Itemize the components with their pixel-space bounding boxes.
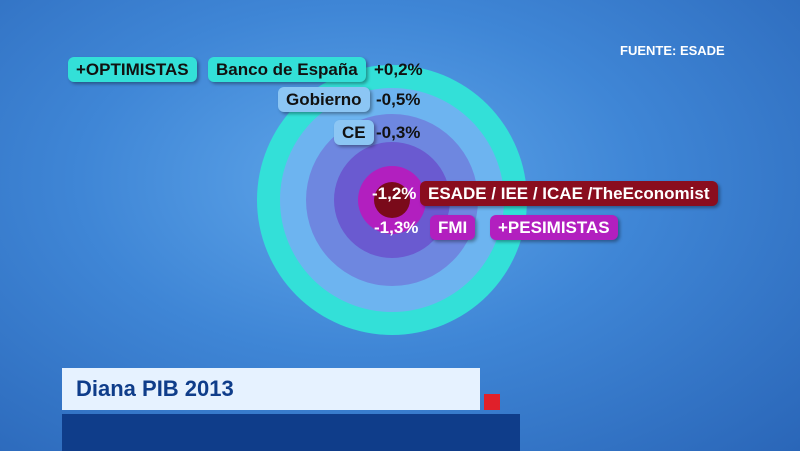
forecast-value: -1,2% — [372, 184, 417, 203]
institution: Banco de España — [208, 57, 366, 82]
institution: ESADE / IEE / ICAE /TheEconomist — [420, 181, 718, 206]
institution: FMI — [430, 215, 476, 240]
lower-band — [62, 414, 520, 451]
institution: CE — [334, 120, 374, 145]
tag-optimistas: +OPTIMISTAS — [68, 57, 197, 82]
forecast-value: -1,3% — [374, 218, 419, 237]
tag-pesimistas: +PESIMISTAS — [490, 215, 618, 240]
title-band — [62, 368, 480, 410]
title: Diana PIB 2013 — [76, 376, 234, 401]
forecast-value: -0,5% — [376, 90, 421, 109]
red-square — [484, 394, 500, 410]
forecast-value: +0,2% — [374, 60, 423, 79]
source: FUENTE: ESADE — [620, 43, 725, 58]
institution: Gobierno — [278, 87, 370, 112]
bullseye — [374, 182, 410, 218]
forecast-value: -0,3% — [376, 123, 421, 142]
